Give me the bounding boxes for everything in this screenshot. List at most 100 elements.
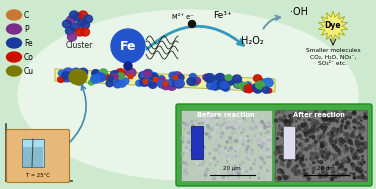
- Circle shape: [321, 134, 324, 138]
- Circle shape: [344, 150, 347, 153]
- Circle shape: [292, 142, 294, 144]
- Circle shape: [299, 143, 303, 146]
- Circle shape: [351, 133, 354, 136]
- Circle shape: [332, 175, 335, 177]
- Circle shape: [326, 118, 329, 121]
- Circle shape: [335, 115, 339, 119]
- Circle shape: [228, 121, 230, 122]
- Circle shape: [302, 130, 304, 132]
- Circle shape: [321, 171, 324, 173]
- Circle shape: [246, 170, 248, 172]
- Ellipse shape: [115, 69, 126, 77]
- Circle shape: [250, 153, 252, 155]
- Circle shape: [285, 158, 286, 160]
- Ellipse shape: [222, 85, 230, 91]
- Circle shape: [304, 139, 307, 143]
- Circle shape: [183, 167, 186, 170]
- Circle shape: [317, 160, 319, 162]
- Text: SO₄²⁻ etc.: SO₄²⁻ etc.: [318, 61, 347, 66]
- Circle shape: [230, 148, 232, 149]
- Ellipse shape: [6, 66, 21, 76]
- Circle shape: [181, 152, 184, 155]
- Circle shape: [340, 126, 343, 129]
- Circle shape: [291, 121, 293, 123]
- Circle shape: [188, 132, 190, 134]
- Circle shape: [318, 173, 319, 174]
- Circle shape: [311, 130, 314, 133]
- Circle shape: [252, 120, 254, 123]
- Circle shape: [232, 132, 233, 134]
- Ellipse shape: [242, 84, 252, 92]
- Circle shape: [285, 157, 287, 159]
- Circle shape: [353, 126, 355, 128]
- Circle shape: [215, 141, 217, 143]
- Circle shape: [314, 140, 317, 143]
- Circle shape: [225, 137, 227, 139]
- Ellipse shape: [118, 81, 126, 87]
- Circle shape: [188, 20, 196, 28]
- Circle shape: [321, 143, 323, 144]
- Circle shape: [270, 124, 273, 127]
- Ellipse shape: [126, 68, 136, 77]
- Circle shape: [216, 120, 218, 122]
- Ellipse shape: [110, 75, 119, 83]
- Circle shape: [226, 149, 229, 152]
- Circle shape: [357, 136, 359, 138]
- Circle shape: [338, 150, 340, 151]
- Circle shape: [341, 120, 344, 122]
- Ellipse shape: [147, 76, 153, 81]
- Circle shape: [317, 135, 319, 137]
- Circle shape: [318, 137, 321, 140]
- Circle shape: [303, 174, 306, 177]
- Circle shape: [311, 129, 315, 132]
- Circle shape: [350, 164, 351, 165]
- Circle shape: [346, 132, 349, 136]
- Circle shape: [358, 162, 360, 164]
- Circle shape: [318, 139, 320, 140]
- Circle shape: [212, 132, 214, 134]
- Ellipse shape: [245, 82, 252, 88]
- Circle shape: [268, 122, 270, 123]
- Circle shape: [337, 119, 338, 120]
- Circle shape: [295, 147, 297, 149]
- Circle shape: [324, 171, 327, 174]
- Circle shape: [209, 163, 211, 165]
- Circle shape: [275, 149, 279, 152]
- Ellipse shape: [175, 79, 184, 87]
- Circle shape: [283, 165, 284, 166]
- Circle shape: [184, 129, 185, 130]
- Circle shape: [234, 150, 236, 152]
- Circle shape: [184, 162, 186, 163]
- Circle shape: [312, 168, 315, 171]
- Circle shape: [220, 125, 222, 126]
- Circle shape: [361, 160, 364, 163]
- Circle shape: [284, 124, 285, 125]
- Circle shape: [321, 167, 324, 170]
- Circle shape: [260, 133, 262, 135]
- Circle shape: [294, 127, 296, 128]
- Circle shape: [358, 127, 361, 129]
- Circle shape: [362, 156, 363, 157]
- Ellipse shape: [190, 74, 196, 79]
- Circle shape: [234, 160, 235, 161]
- Circle shape: [230, 125, 233, 127]
- Circle shape: [338, 167, 340, 170]
- Ellipse shape: [262, 87, 270, 93]
- Circle shape: [336, 112, 338, 114]
- Circle shape: [337, 128, 339, 130]
- Circle shape: [277, 146, 279, 149]
- Circle shape: [280, 169, 283, 172]
- Circle shape: [282, 174, 285, 178]
- Circle shape: [199, 131, 200, 132]
- Circle shape: [333, 145, 337, 149]
- Circle shape: [299, 161, 302, 165]
- Circle shape: [226, 141, 229, 143]
- Ellipse shape: [6, 24, 21, 34]
- Circle shape: [305, 132, 306, 134]
- Circle shape: [347, 123, 349, 125]
- Circle shape: [323, 154, 326, 156]
- Circle shape: [267, 156, 269, 158]
- Circle shape: [331, 160, 332, 161]
- Circle shape: [243, 139, 244, 141]
- Circle shape: [295, 129, 297, 132]
